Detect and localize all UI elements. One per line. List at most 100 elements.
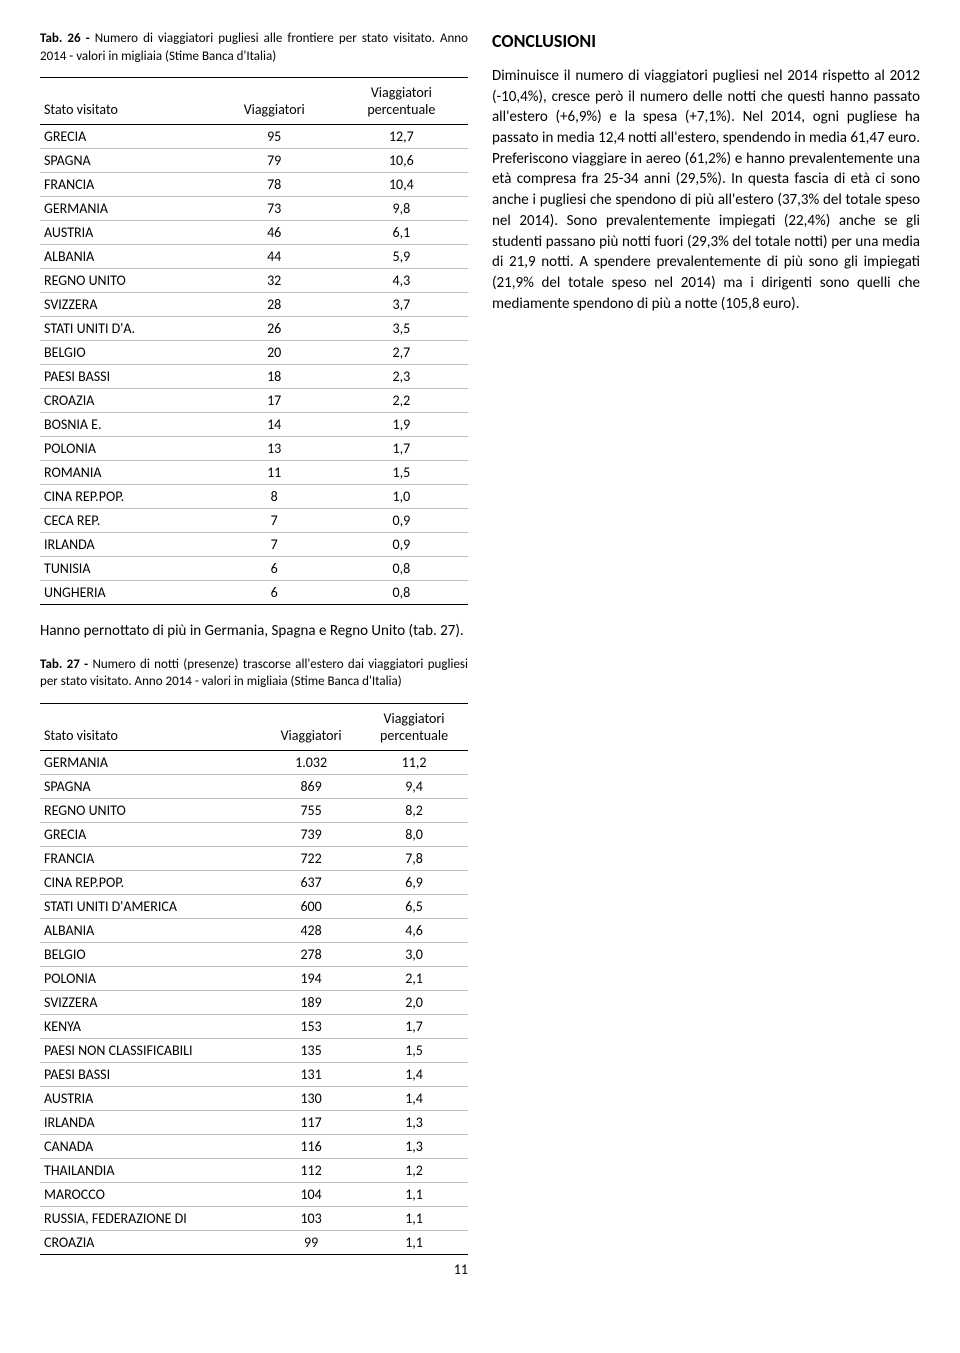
table-row: SVIZZERA283,7 [40,293,468,317]
table-row: SPAGNA7910,6 [40,149,468,173]
percent-cell: 1,4 [360,1062,468,1086]
state-cell: FRANCIA [40,173,214,197]
value-cell: 13 [214,437,335,461]
state-cell: POLONIA [40,966,262,990]
state-cell: IRLANDA [40,533,214,557]
value-cell: 28 [214,293,335,317]
value-cell: 103 [262,1206,360,1230]
state-cell: KENYA [40,1014,262,1038]
table-row: REGNO UNITO324,3 [40,269,468,293]
percent-cell: 6,9 [360,870,468,894]
value-cell: 600 [262,894,360,918]
state-cell: BELGIO [40,341,214,365]
table-row: BELGIO202,7 [40,341,468,365]
value-cell: 722 [262,846,360,870]
percent-cell: 10,4 [335,173,468,197]
percent-cell: 2,3 [335,365,468,389]
percent-cell: 1,3 [360,1134,468,1158]
value-cell: 95 [214,125,335,149]
value-cell: 20 [214,341,335,365]
table-row: CINA REP.POP.81,0 [40,485,468,509]
value-cell: 11 [214,461,335,485]
value-cell: 637 [262,870,360,894]
table-row: IRLANDA1171,3 [40,1110,468,1134]
state-cell: REGNO UNITO [40,798,262,822]
state-cell: PAESI BASSI [40,1062,262,1086]
state-cell: UNGHERIA [40,581,214,605]
value-cell: 278 [262,942,360,966]
percent-cell: 1,7 [360,1014,468,1038]
state-cell: ROMANIA [40,461,214,485]
tab26-caption-prefix: Tab. 26 - [40,31,95,46]
value-cell: 99 [262,1230,360,1254]
state-cell: CECA REP. [40,509,214,533]
table-row: KENYA1531,7 [40,1014,468,1038]
value-cell: 7 [214,533,335,557]
value-cell: 26 [214,317,335,341]
table-row: THAILANDIA1121,2 [40,1158,468,1182]
table-row: POLONIA1942,1 [40,966,468,990]
percent-cell: 1,1 [360,1230,468,1254]
value-cell: 6 [214,557,335,581]
state-cell: GRECIA [40,125,214,149]
value-cell: 153 [262,1014,360,1038]
value-cell: 117 [262,1110,360,1134]
tab27-col-state: Stato visitato [40,703,262,750]
tab26-col-state: Stato visitato [40,78,214,125]
table-row: MAROCCO1041,1 [40,1182,468,1206]
percent-cell: 4,3 [335,269,468,293]
value-cell: 78 [214,173,335,197]
state-cell: GERMANIA [40,197,214,221]
percent-cell: 6,1 [335,221,468,245]
percent-cell: 3,7 [335,293,468,317]
state-cell: CROAZIA [40,1230,262,1254]
percent-cell: 11,2 [360,750,468,774]
table-row: SPAGNA8699,4 [40,774,468,798]
table-row: GERMANIA1.03211,2 [40,750,468,774]
table-row: CROAZIA172,2 [40,389,468,413]
tab26-col-vp: Viaggiatori percentuale [335,78,468,125]
value-cell: 755 [262,798,360,822]
percent-cell: 1,4 [360,1086,468,1110]
table-row: POLONIA131,7 [40,437,468,461]
percent-cell: 3,5 [335,317,468,341]
table-row: STATI UNITI D'AMERICA6006,5 [40,894,468,918]
table-row: SVIZZERA1892,0 [40,990,468,1014]
tab27-caption-body: Numero di notti (presenze) trascorse all… [40,657,468,690]
value-cell: 428 [262,918,360,942]
percent-cell: 8,0 [360,822,468,846]
table-row: GRECIA9512,7 [40,125,468,149]
value-cell: 44 [214,245,335,269]
state-cell: CINA REP.POP. [40,485,214,509]
value-cell: 194 [262,966,360,990]
page-number: 11 [40,1261,468,1278]
value-cell: 18 [214,365,335,389]
value-cell: 14 [214,413,335,437]
percent-cell: 2,2 [335,389,468,413]
state-cell: FRANCIA [40,846,262,870]
state-cell: CANADA [40,1134,262,1158]
percent-cell: 6,5 [360,894,468,918]
state-cell: GRECIA [40,822,262,846]
value-cell: 869 [262,774,360,798]
percent-cell: 1,3 [360,1110,468,1134]
tab27-caption-prefix: Tab. 27 - [40,657,92,672]
table-row: TUNISIA60,8 [40,557,468,581]
percent-cell: 4,6 [360,918,468,942]
percent-cell: 2,1 [360,966,468,990]
value-cell: 17 [214,389,335,413]
table-row: FRANCIA7227,8 [40,846,468,870]
state-cell: IRLANDA [40,1110,262,1134]
percent-cell: 1,2 [360,1158,468,1182]
percent-cell: 5,9 [335,245,468,269]
table-row: GRECIA7398,0 [40,822,468,846]
percent-cell: 2,7 [335,341,468,365]
percent-cell: 9,4 [360,774,468,798]
value-cell: 135 [262,1038,360,1062]
table-row: ALBANIA4284,6 [40,918,468,942]
percent-cell: 8,2 [360,798,468,822]
state-cell: CROAZIA [40,389,214,413]
value-cell: 112 [262,1158,360,1182]
percent-cell: 1,1 [360,1182,468,1206]
state-cell: AUSTRIA [40,1086,262,1110]
